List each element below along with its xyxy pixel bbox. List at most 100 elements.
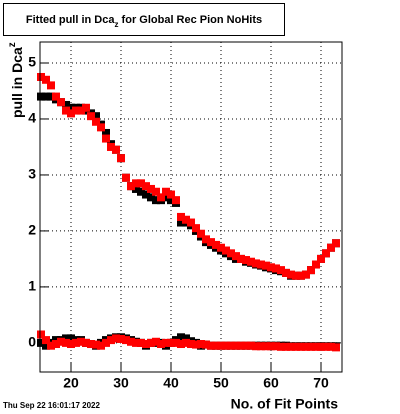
data-point	[57, 337, 65, 346]
data-point	[102, 128, 110, 137]
data-point	[117, 154, 125, 163]
data-point	[197, 340, 205, 349]
data-point	[177, 333, 185, 342]
data-point	[97, 341, 105, 350]
data-point	[232, 252, 240, 261]
data-point	[322, 249, 330, 258]
data-point	[227, 341, 235, 350]
data-point	[182, 334, 190, 343]
data-point	[192, 340, 200, 349]
data-point	[162, 193, 170, 202]
data-point	[282, 342, 290, 351]
data-point	[207, 238, 215, 247]
data-point	[47, 341, 55, 350]
data-point	[267, 342, 275, 351]
x-tick-label: 70	[313, 375, 329, 391]
data-point	[307, 342, 315, 351]
data-point	[277, 266, 285, 275]
data-point	[67, 334, 75, 343]
data-point	[287, 342, 295, 351]
data-point	[267, 263, 275, 272]
data-point	[132, 179, 140, 188]
data-point	[307, 266, 315, 275]
data-point	[212, 341, 220, 350]
data-point	[232, 341, 240, 350]
data-point	[107, 142, 115, 151]
x-axis-label: No. of Fit Points	[231, 396, 339, 412]
data-point	[212, 240, 220, 249]
data-point	[162, 338, 170, 347]
plot-frame	[40, 42, 342, 372]
data-point	[222, 246, 230, 255]
data-point	[147, 193, 155, 202]
data-point	[277, 342, 285, 351]
data-point	[62, 338, 70, 347]
data-point	[157, 193, 165, 202]
y-tick-label: 2	[28, 222, 36, 238]
data-point	[187, 218, 195, 227]
data-point	[222, 341, 230, 350]
title-subscript: z	[115, 20, 119, 29]
data-point	[292, 271, 300, 280]
data-point	[237, 254, 245, 263]
x-tick-label: 40	[163, 375, 179, 391]
data-point	[137, 338, 145, 347]
data-point	[272, 342, 280, 351]
data-point	[262, 342, 270, 351]
data-point	[312, 260, 320, 269]
data-point	[112, 334, 120, 343]
data-point	[92, 112, 100, 121]
data-point	[272, 264, 280, 273]
data-point	[57, 98, 65, 107]
title-box	[3, 3, 285, 36]
data-point	[317, 254, 325, 263]
data-point	[72, 106, 80, 115]
data-point	[172, 338, 180, 347]
data-point	[177, 212, 185, 221]
data-point	[67, 103, 75, 112]
data-point	[102, 134, 110, 143]
data-point	[72, 338, 80, 347]
data-point	[177, 340, 185, 349]
data-point	[102, 338, 110, 347]
data-point	[262, 261, 270, 270]
data-point	[207, 341, 215, 350]
data-point	[127, 337, 135, 346]
data-point	[302, 270, 310, 279]
data-point	[247, 257, 255, 266]
data-point	[192, 224, 200, 233]
data-point	[87, 340, 95, 349]
data-point	[77, 106, 85, 115]
data-point	[132, 184, 140, 193]
data-point	[182, 215, 190, 224]
data-point	[67, 109, 75, 118]
chart-title: Fitted pull in Dcaz for Global Rec Pion …	[26, 14, 262, 29]
data-point	[42, 92, 50, 101]
y-axis-label: pull in Dcaz	[7, 42, 25, 118]
data-point	[237, 341, 245, 350]
axes-border	[39, 41, 343, 373]
x-tick-label: 30	[113, 375, 129, 391]
data-point	[167, 196, 175, 205]
x-tick-label: 20	[63, 375, 79, 391]
data-point	[197, 229, 205, 238]
data-point	[217, 341, 225, 350]
data-point	[202, 340, 210, 349]
data-point	[47, 81, 55, 90]
data-point	[142, 340, 150, 349]
data-point	[147, 184, 155, 193]
data-point	[242, 341, 250, 350]
data-point	[142, 190, 150, 199]
data-point	[312, 342, 320, 351]
data-point	[162, 187, 170, 196]
data-point	[42, 336, 50, 345]
data-point	[62, 106, 70, 115]
y-label-text: pull in Dca	[9, 47, 25, 118]
data-point	[167, 338, 175, 347]
data-point	[157, 340, 165, 349]
data-point	[52, 340, 60, 349]
title-text: Fitted pull in Dca	[26, 14, 115, 26]
data-point	[62, 334, 70, 343]
data-point	[332, 343, 340, 352]
data-point	[112, 145, 120, 154]
